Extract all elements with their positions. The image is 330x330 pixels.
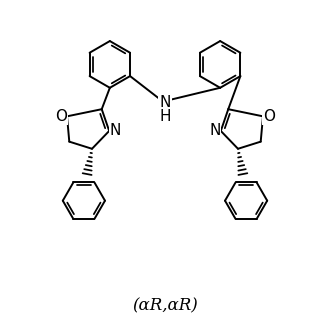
Text: N: N [109,123,121,138]
Text: (αR,αR): (αR,αR) [132,298,198,314]
Text: O: O [263,109,275,124]
Text: N: N [209,123,221,138]
Text: N
H: N H [159,95,171,124]
Text: O: O [55,109,67,124]
